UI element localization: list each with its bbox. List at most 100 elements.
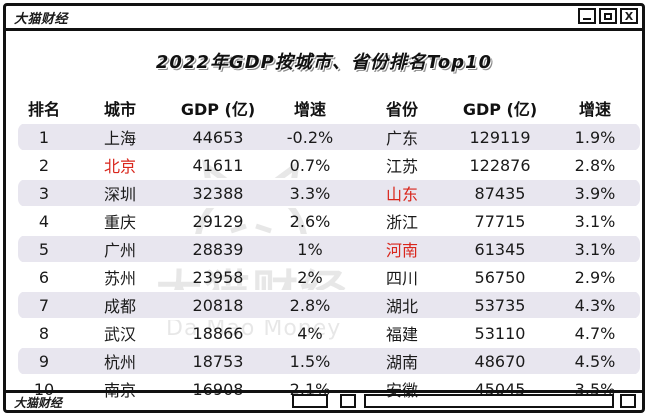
gdp-table: 排名 城市 GDP (亿) 增速 省份 GDP (亿) 增速 1 上海 44653-… [18, 94, 640, 402]
cell-rank: 10 [18, 374, 70, 402]
cell-province-gdp: 45045 [450, 374, 550, 402]
table-row: 9 杭州 18753 1.5% 湖南 48670 4.5% [18, 346, 640, 375]
cell-province-gdp: 87435 [450, 178, 550, 207]
cell-city-growth: 2.8% [266, 290, 354, 319]
cell-rank: 4 [18, 206, 70, 235]
cell-province-growth: 2.8% [550, 150, 640, 179]
cell-province-gdp: 77715 [450, 206, 550, 235]
cell-city-gdp: 29129 [170, 206, 266, 235]
cell-province: 四川 [354, 262, 450, 291]
cell-city-growth: 1.5% [266, 346, 354, 375]
status-field [364, 394, 614, 408]
header-rank: 排名 [27, 100, 60, 119]
window-brand: 大猫财经 [14, 12, 69, 27]
header-province-gdp: GDP (亿) [462, 100, 538, 119]
cell-city: 杭州 [70, 346, 170, 375]
cell-city: 重庆 [70, 206, 170, 235]
cell-province: 湖南 [354, 346, 450, 375]
cell-city: 深圳 [70, 178, 170, 207]
maximize-button[interactable] [599, 8, 617, 24]
cell-rank: 5 [18, 234, 70, 263]
header-city-growth: 增速 [293, 100, 326, 119]
cell-city: 上海 [70, 122, 170, 151]
cell-province-growth: 2.9% [550, 262, 640, 291]
cell-province-growth: 4.7% [550, 318, 640, 347]
app-window: 大猫财经 X 2022年GDP按城市、省份排名Top10 大猫财经 Da Mao… [3, 3, 645, 413]
cell-province-growth: 3.5% [550, 374, 640, 402]
cell-city-growth: 0.7% [266, 150, 354, 179]
cell-city-growth: 1% [266, 234, 354, 263]
cell-province-growth: 1.9% [550, 122, 640, 151]
close-button[interactable]: X [620, 8, 638, 24]
cell-province: 浙江 [354, 206, 450, 235]
cell-city: 苏州 [70, 262, 170, 291]
cell-city-gdp: 41611 [170, 150, 266, 179]
cell-city-gdp: 23958 [170, 262, 266, 291]
table-row: 5 广州 28839 1% 河南 61345 3.1% [18, 234, 640, 263]
header-province: 省份 [385, 100, 418, 119]
table-row: 7 成都 20818 2.8% 湖北 53735 4.3% [18, 290, 640, 319]
cell-province: 山东 [354, 178, 450, 207]
cell-rank: 9 [18, 346, 70, 375]
cell-province-gdp: 129119 [450, 122, 550, 151]
resize-handle[interactable] [620, 394, 636, 408]
table-header: 排名 城市 GDP (亿) 增速 省份 GDP (亿) 增速 [18, 94, 640, 123]
status-box [340, 394, 356, 408]
table-row: 1 上海 44653 -0.2% 广东 129119 1.9% [18, 122, 640, 151]
table-row: 6 苏州 23958 2% 四川 56750 2.9% [18, 262, 640, 291]
page-title: 2022年GDP按城市、省份排名Top10 [155, 52, 493, 73]
cell-city-growth: 3.3% [266, 178, 354, 207]
cell-city: 南京 [70, 374, 170, 402]
header-city-gdp: GDP (亿) [180, 100, 256, 119]
cell-rank: 6 [18, 262, 70, 291]
cell-city-gdp: 20818 [170, 290, 266, 319]
cell-city-gdp: 18753 [170, 346, 266, 375]
cell-city-gdp: 28839 [170, 234, 266, 263]
close-icon: X [624, 9, 634, 23]
status-box [292, 394, 328, 408]
cell-city-growth: 2% [266, 262, 354, 291]
cell-province: 广东 [354, 122, 450, 151]
cell-province-gdp: 48670 [450, 346, 550, 375]
cell-province-growth: 3.1% [550, 206, 640, 235]
cell-city-growth: 2.1% [266, 374, 354, 402]
table-body: 1 上海 44653 -0.2% 广东 129119 1.9% 2 北京 41611 0.7% 江苏 1… [18, 122, 640, 402]
table-row: 3 深圳 32388 3.3% 山东 87435 3.9% [18, 178, 640, 207]
status-bar: 大猫财经 [6, 390, 642, 410]
table-row: 10 南京 16908 2.1% 安徽 45045 3.5% [18, 374, 640, 402]
window-controls: X [578, 8, 638, 24]
cell-city: 北京 [70, 150, 170, 179]
minimize-icon [583, 18, 591, 20]
cell-city-growth: 2.6% [266, 206, 354, 235]
cell-city: 武汉 [70, 318, 170, 347]
cell-province-growth: 3.1% [550, 234, 640, 263]
header-province-growth: 增速 [578, 100, 611, 119]
cell-city-gdp: 16908 [170, 374, 266, 402]
cell-province-gdp: 53735 [450, 290, 550, 319]
maximize-icon [604, 12, 612, 20]
cell-rank: 7 [18, 290, 70, 319]
table-row: 2 北京 41611 0.7% 江苏 122876 2.8% [18, 150, 640, 179]
cell-city-gdp: 18866 [170, 318, 266, 347]
cell-province: 江苏 [354, 150, 450, 179]
cell-province-growth: 4.5% [550, 346, 640, 375]
cell-rank: 2 [18, 150, 70, 179]
table-row: 4 重庆 29129 2.6% 浙江 77715 3.1% [18, 206, 640, 235]
cell-city: 广州 [70, 234, 170, 263]
footer-brand: 大猫财经 [14, 396, 63, 410]
cell-province-gdp: 61345 [450, 234, 550, 263]
cell-province-gdp: 122876 [450, 150, 550, 179]
cell-province-gdp: 56750 [450, 262, 550, 291]
cell-province-gdp: 53110 [450, 318, 550, 347]
minimize-button[interactable] [578, 8, 596, 24]
cell-city-gdp: 44653 [170, 122, 266, 151]
cell-province: 福建 [354, 318, 450, 347]
title-bar: 大猫财经 X [6, 6, 642, 31]
cell-province-growth: 4.3% [550, 290, 640, 319]
cell-rank: 3 [18, 178, 70, 207]
cell-province: 湖北 [354, 290, 450, 319]
header-city: 城市 [103, 100, 136, 119]
cell-city-growth: 4% [266, 318, 354, 347]
cell-rank: 1 [18, 122, 70, 151]
cell-city: 成都 [70, 290, 170, 319]
